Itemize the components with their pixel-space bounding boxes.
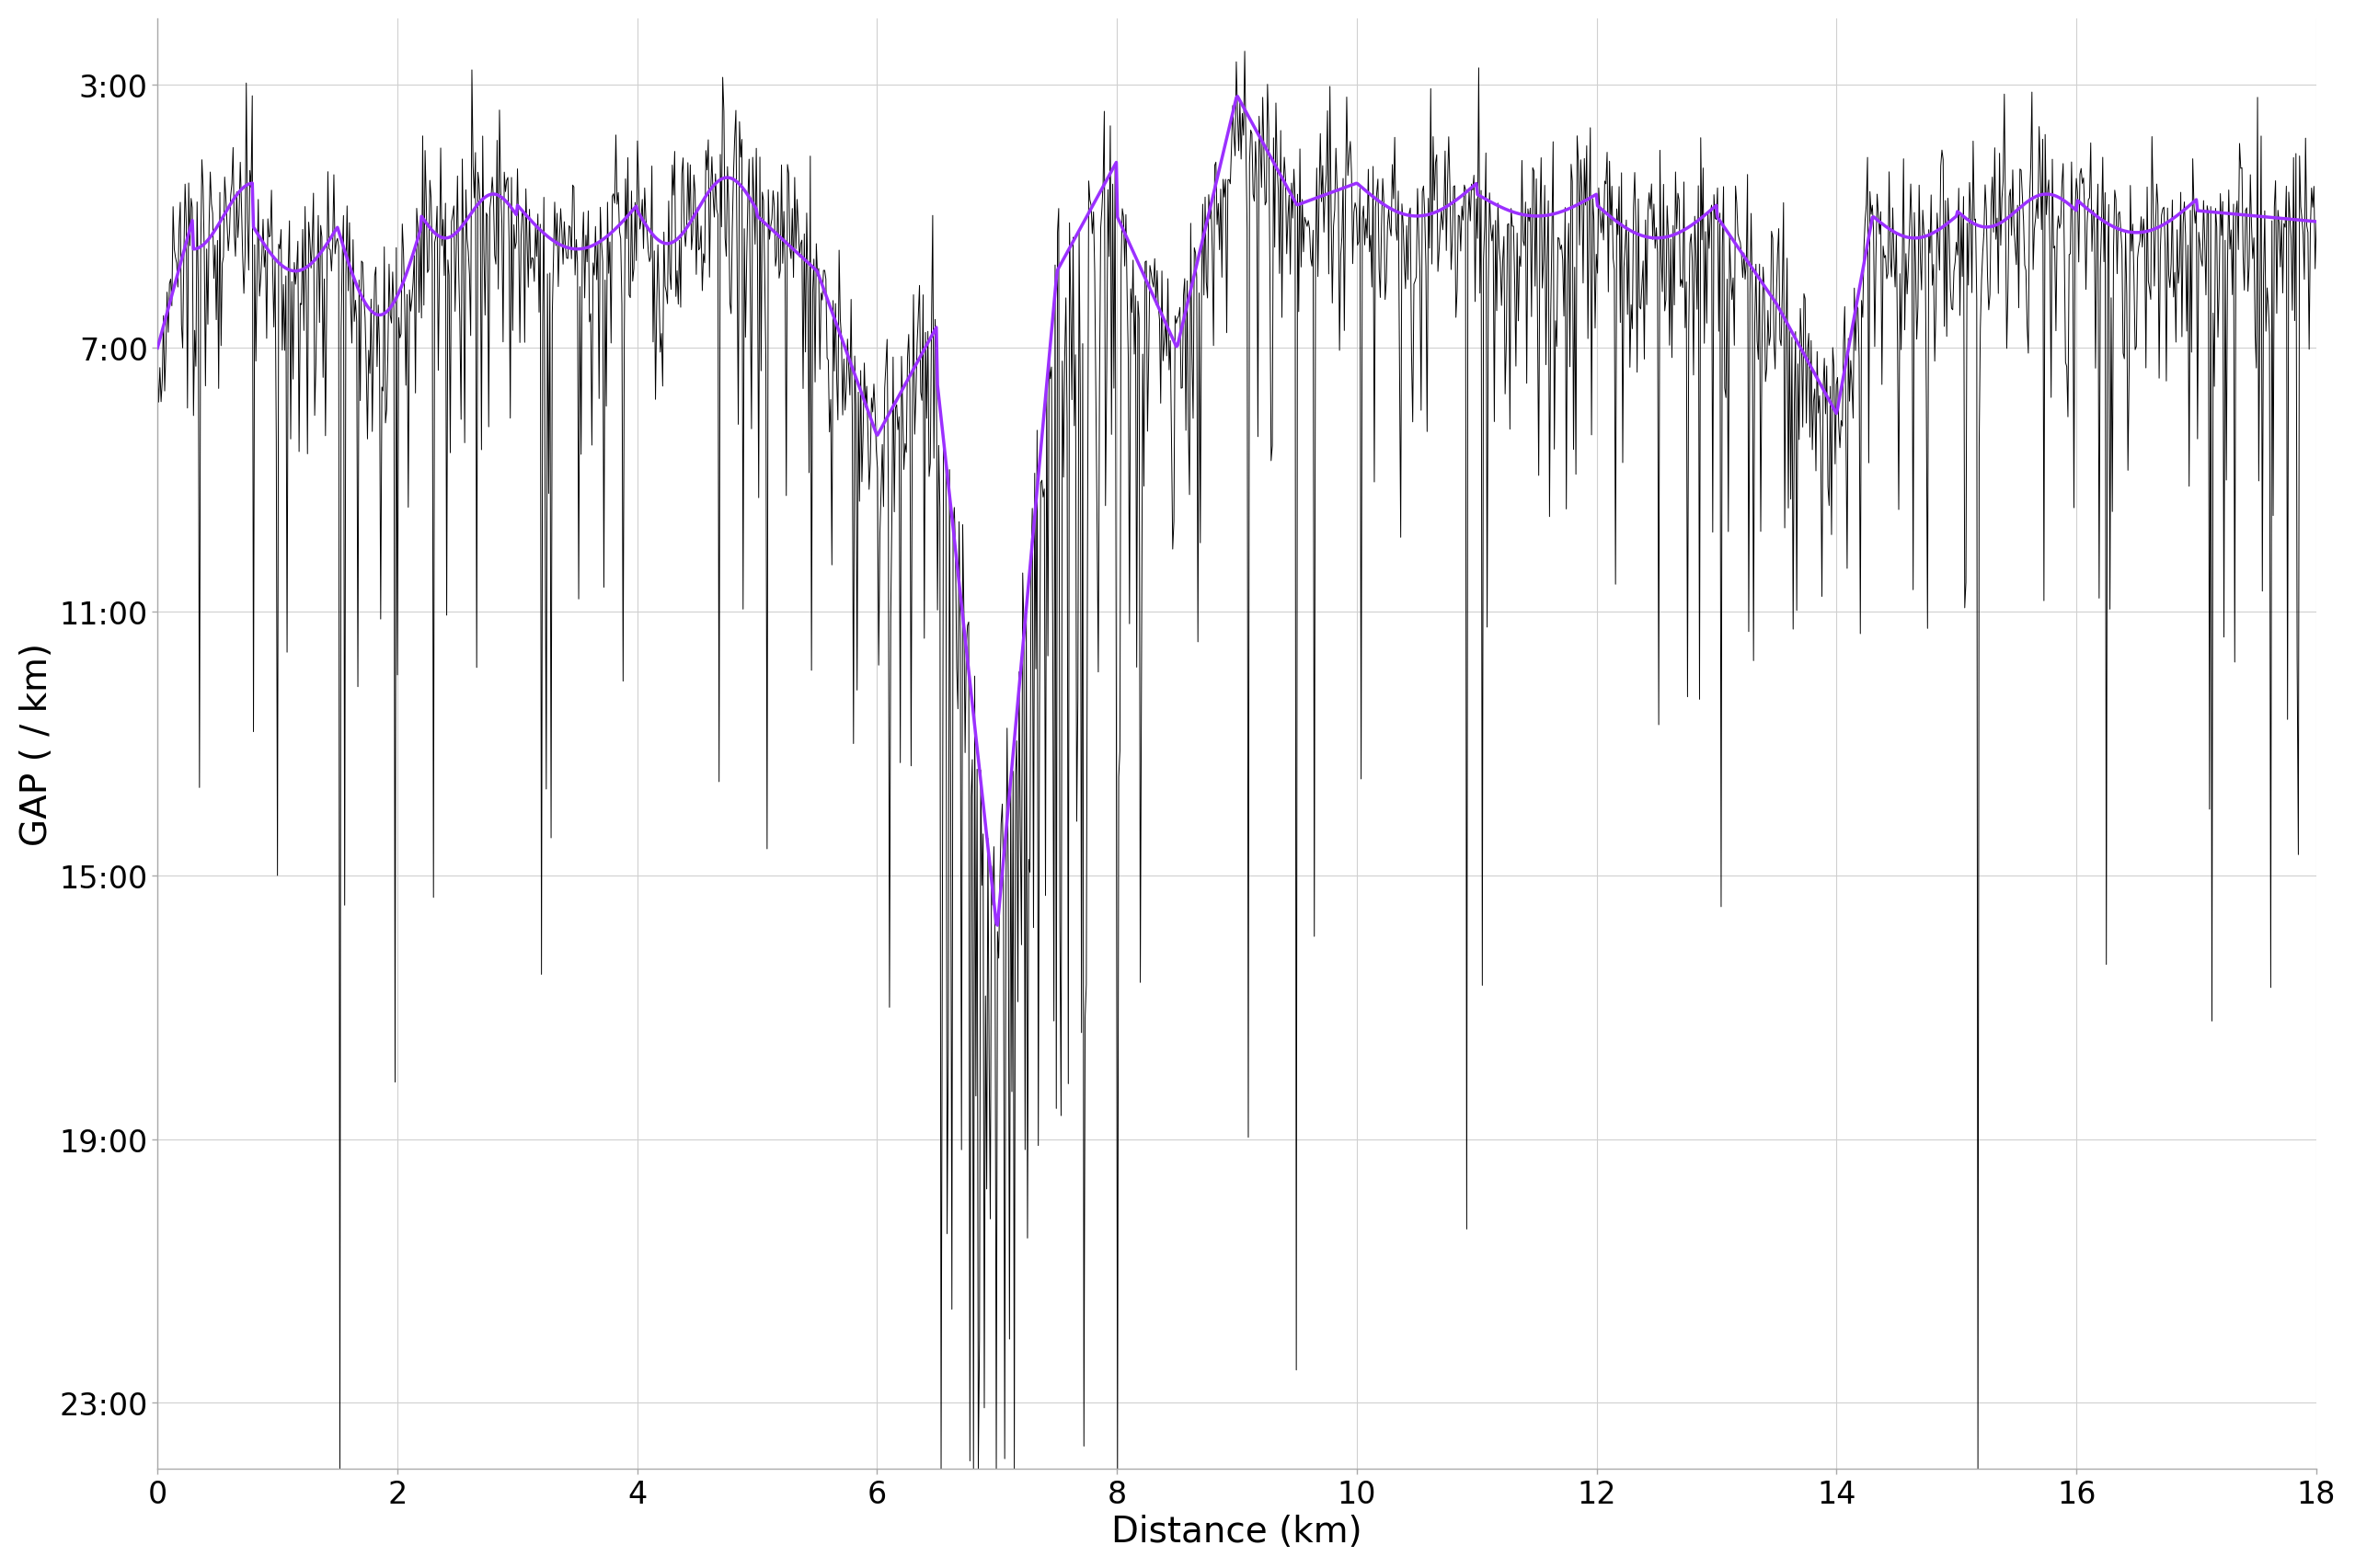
Y-axis label: GAP ( / km): GAP ( / km) [19, 643, 54, 845]
X-axis label: Distance (km): Distance (km) [1112, 1515, 1361, 1549]
